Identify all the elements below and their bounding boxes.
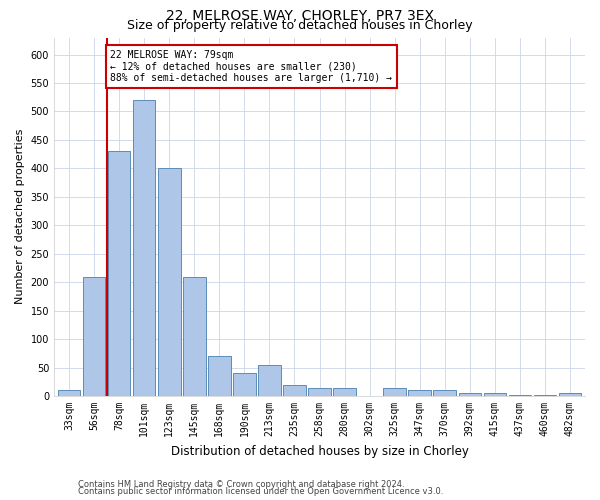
Bar xyxy=(258,365,281,396)
Bar xyxy=(533,395,556,396)
Bar xyxy=(484,393,506,396)
Bar xyxy=(183,276,206,396)
Bar xyxy=(559,393,581,396)
Text: Contains HM Land Registry data © Crown copyright and database right 2024.: Contains HM Land Registry data © Crown c… xyxy=(78,480,404,489)
Bar xyxy=(208,356,230,396)
Bar xyxy=(133,100,155,396)
Bar xyxy=(333,388,356,396)
Text: 22, MELROSE WAY, CHORLEY, PR7 3EX: 22, MELROSE WAY, CHORLEY, PR7 3EX xyxy=(166,9,434,23)
Bar xyxy=(433,390,456,396)
Bar xyxy=(409,390,431,396)
Bar xyxy=(158,168,181,396)
Bar xyxy=(283,384,306,396)
Text: 22 MELROSE WAY: 79sqm
← 12% of detached houses are smaller (230)
88% of semi-det: 22 MELROSE WAY: 79sqm ← 12% of detached … xyxy=(110,50,392,83)
Bar xyxy=(308,388,331,396)
Bar xyxy=(458,393,481,396)
Y-axis label: Number of detached properties: Number of detached properties xyxy=(15,129,25,304)
Bar xyxy=(108,152,130,396)
Bar xyxy=(58,390,80,396)
Bar xyxy=(233,374,256,396)
X-axis label: Distribution of detached houses by size in Chorley: Distribution of detached houses by size … xyxy=(170,444,469,458)
Text: Size of property relative to detached houses in Chorley: Size of property relative to detached ho… xyxy=(127,19,473,32)
Text: Contains public sector information licensed under the Open Government Licence v3: Contains public sector information licen… xyxy=(78,487,443,496)
Bar xyxy=(383,388,406,396)
Bar xyxy=(509,395,531,396)
Bar xyxy=(83,276,106,396)
